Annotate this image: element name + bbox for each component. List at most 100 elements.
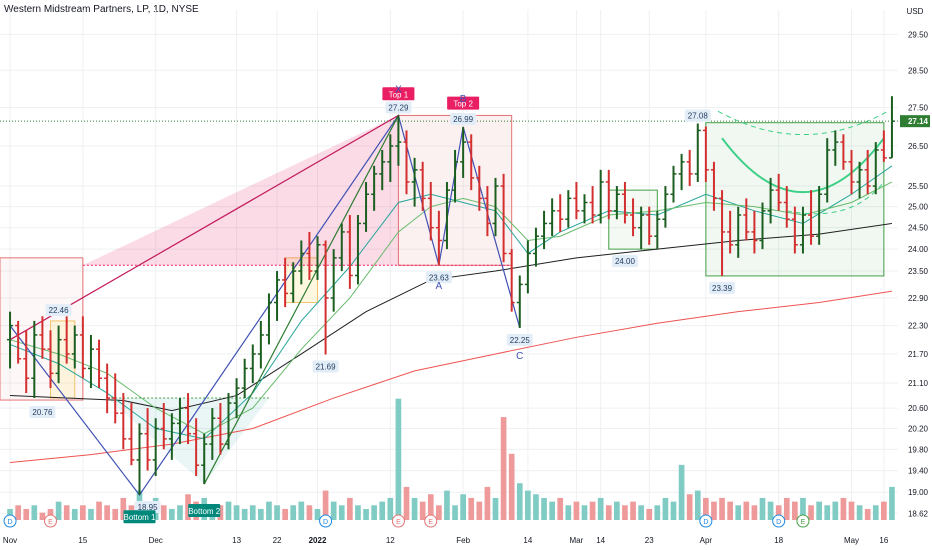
volume-bar (436, 505, 442, 520)
volume-bar (395, 398, 402, 520)
x-tick-label: 12 (386, 536, 395, 545)
pattern-label-box (188, 504, 221, 518)
event-marker[interactable] (391, 514, 405, 528)
event-marker[interactable] (772, 514, 786, 528)
x-tick-label: 14 (523, 536, 532, 545)
volume-bar (856, 505, 863, 520)
y-tick-label: 21.70 (908, 350, 929, 359)
price-label-box (506, 333, 533, 346)
volume-bar (266, 501, 272, 520)
price-label: 24.00 (615, 257, 636, 266)
event-marker[interactable] (44, 514, 57, 528)
price-label-box (29, 406, 56, 419)
volume-bar (363, 508, 369, 520)
volume-bar (525, 490, 531, 520)
event-marker[interactable] (796, 514, 810, 528)
volume-bar (824, 505, 831, 520)
volume-bar (581, 505, 588, 520)
volume-bar (638, 505, 644, 520)
x-tick-label: 2022 (309, 536, 327, 545)
volume-bar (387, 497, 394, 520)
volume-bar (476, 501, 483, 520)
volume-bar (533, 494, 539, 520)
volume-bar (622, 505, 628, 520)
event-marker[interactable] (319, 514, 333, 528)
event-marker-letter: E (428, 519, 433, 526)
x-tick-label: 14 (596, 536, 605, 545)
event-marker-letter: E (396, 519, 401, 526)
price-label: 27.29 (388, 103, 409, 112)
volume-bar (468, 497, 475, 520)
volume-bar (881, 501, 887, 520)
event-marker-letter: D (776, 519, 781, 526)
volume-bar (597, 497, 604, 520)
price-label-box (684, 109, 711, 122)
event-marker[interactable] (699, 514, 713, 528)
volume-bar (47, 508, 54, 520)
volume-bar (104, 505, 110, 520)
price-label-box (45, 304, 72, 317)
volume-bar (411, 497, 418, 520)
volume-bar (500, 417, 507, 520)
volume-bar (185, 494, 191, 520)
volume-bar (330, 501, 337, 520)
y-tick-label: 18.62 (908, 509, 929, 518)
event-marker[interactable] (3, 514, 17, 528)
volume-bar (460, 494, 466, 520)
volume-bar (703, 497, 709, 520)
price-axis-bg (898, 0, 932, 550)
event-marker[interactable] (424, 514, 438, 528)
x-tick-label: Apr (700, 536, 713, 545)
event-marker-letter: D (703, 519, 708, 526)
price-label: 22.25 (510, 336, 531, 345)
volume-bar (15, 505, 21, 520)
x-tick-label: 18 (774, 536, 783, 545)
volume-bar (338, 505, 345, 520)
pattern-point-letter: X (395, 84, 402, 95)
pattern-line (203, 115, 399, 485)
volume-bar (169, 508, 175, 520)
volume-bar (808, 505, 814, 520)
cup-arc (721, 137, 885, 194)
volume-bar (444, 490, 450, 520)
price-label: 18.95 (138, 503, 159, 512)
price-label-box (450, 112, 477, 125)
volume-bar (427, 494, 434, 520)
volume-bar (371, 505, 377, 520)
volume-bar (403, 486, 410, 520)
x-tick-label: Nov (3, 536, 17, 545)
cup-dash-lower (786, 181, 885, 215)
volume-bar (55, 501, 62, 520)
volume-bar (589, 501, 596, 520)
volume-bar (452, 505, 458, 520)
y-tick-label: 24.50 (908, 224, 929, 233)
pattern-label: Top 1 (389, 90, 409, 99)
volume-bar (654, 505, 661, 520)
pattern-point-letter: C (516, 351, 523, 362)
volume-bar (71, 508, 78, 520)
event-marker-letter: E (801, 519, 806, 526)
price-label: 23.63 (429, 273, 450, 282)
volume-bar (889, 486, 895, 520)
volume-bar (274, 505, 280, 520)
volume-bar (759, 497, 766, 520)
pattern-triangle (82, 115, 399, 266)
last-price-value: 27.14 (908, 117, 929, 126)
time-axis-bg (0, 530, 898, 550)
price-label: 27.08 (688, 111, 709, 120)
volume-bar (557, 497, 564, 520)
volume-bar (322, 490, 329, 520)
pattern-zone (50, 320, 76, 399)
y-tick-label: 22.90 (908, 294, 929, 303)
y-tick-label: 26.50 (908, 142, 929, 151)
volume-bar (711, 501, 717, 520)
volume-bar (832, 501, 839, 520)
volume-bar (727, 501, 733, 520)
volume-bar (872, 505, 879, 520)
price-label-box (312, 360, 339, 373)
last-price-badge (900, 115, 930, 128)
volume-bar (241, 508, 248, 520)
y-tick-label: 24.00 (908, 245, 929, 254)
volume-bar (492, 497, 499, 520)
